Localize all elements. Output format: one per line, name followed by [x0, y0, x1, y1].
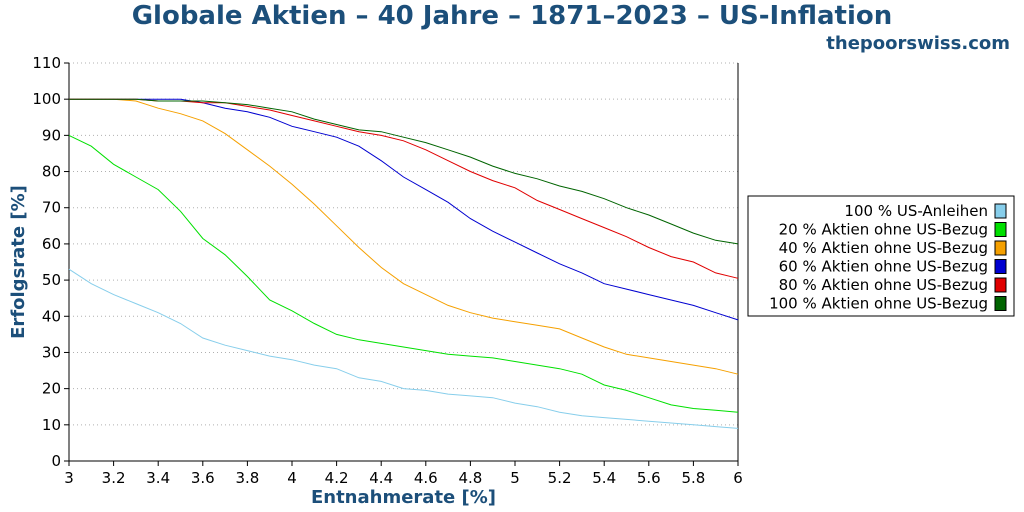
y-tick-label-50: 50: [42, 271, 61, 289]
x-tick-label-4.2: 4.2: [325, 469, 349, 487]
series-line-3: [69, 98, 739, 375]
series-line-2: [68, 134, 739, 413]
legend-label-4: 60 % Aktien ohne US-Bezug: [779, 258, 988, 276]
x-tick-label-5.8: 5.8: [681, 469, 705, 487]
legend-swatch-5: [994, 277, 1007, 293]
x-tick-label-3.6: 3.6: [191, 469, 215, 487]
legend-label-2: 20 % Aktien ohne US-Bezug: [779, 221, 988, 239]
x-tick-label-4: 4: [287, 469, 297, 487]
legend-swatch-1: [994, 203, 1007, 219]
x-tick-label-4.6: 4.6: [414, 469, 438, 487]
y-tick-label-110: 110: [32, 54, 61, 72]
series-line-1: [68, 268, 739, 429]
chart-title: Globale Aktien – 40 Jahre – 1871–2023 – …: [131, 1, 893, 31]
y-tick-label-100: 100: [32, 90, 61, 108]
x-tick-label-3: 3: [64, 469, 74, 487]
x-tick-label-5: 5: [510, 469, 520, 487]
site-watermark: thepoorswiss.com: [826, 33, 1010, 54]
y-axis-label: Erfolgsrate [%]: [8, 185, 29, 339]
x-tick-label-4.8: 4.8: [458, 469, 482, 487]
series-line-6: [69, 98, 739, 245]
legend-label-5: 80 % Aktien ohne US-Bezug: [779, 276, 988, 294]
legend-swatch-2: [994, 222, 1007, 237]
x-axis-label: Entnahmerate [%]: [311, 487, 496, 508]
x-tick-label-5.2: 5.2: [548, 469, 572, 487]
x-tick-label-5.6: 5.6: [637, 469, 661, 487]
x-tick-label-3.8: 3.8: [235, 469, 259, 487]
x-tick-label-6: 6: [733, 469, 743, 487]
series-line-4: [69, 98, 739, 321]
x-tick-label-5.4: 5.4: [592, 469, 616, 487]
legend-box: [747, 195, 1015, 317]
legend-swatch-4: [994, 259, 1007, 274]
y-tick-label-40: 40: [42, 307, 61, 325]
x-tick-label-3.2: 3.2: [102, 469, 126, 487]
y-tick-label-0: 0: [51, 452, 61, 470]
legend-label-1: 100 % US-Anleihen: [844, 202, 988, 220]
y-tick-label-10: 10: [42, 416, 61, 434]
legend-swatch-6: [994, 296, 1007, 311]
y-tick-label-60: 60: [42, 235, 61, 253]
y-tick-label-80: 80: [42, 163, 61, 181]
y-tick-label-20: 20: [42, 380, 61, 398]
y-tick-label-30: 30: [42, 343, 61, 361]
legend-swatch-3: [994, 240, 1007, 256]
legend-label-3: 40 % Aktien ohne US-Bezug: [779, 239, 988, 257]
series-line-5: [69, 98, 739, 279]
x-tick-label-3.4: 3.4: [146, 469, 170, 487]
legend-label-6: 100 % Aktien ohne US-Bezug: [769, 295, 988, 313]
y-tick-label-90: 90: [42, 126, 61, 144]
x-tick-label-4.4: 4.4: [369, 469, 393, 487]
y-tick-label-70: 70: [42, 199, 61, 217]
